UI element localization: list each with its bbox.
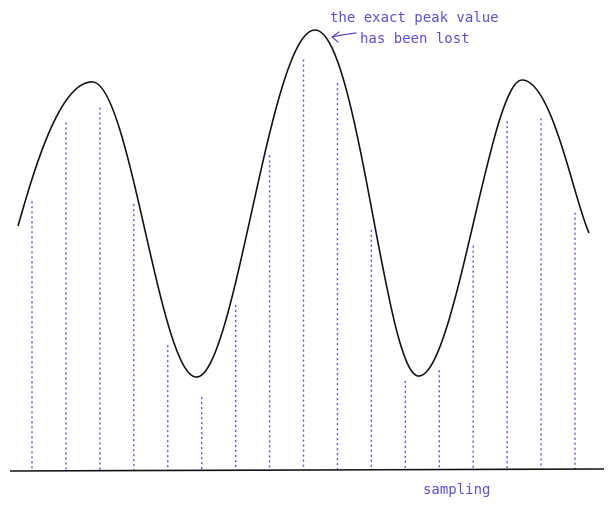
signal-waveform-curve [17,29,590,378]
sample-lines-group [31,59,576,470]
peak-annotation-line-2: has been lost [360,31,470,47]
peak-annotation-line-1: the exact peak value [330,10,499,26]
curved-arrow-left-icon [331,31,357,43]
time-axis-baseline [9,468,605,472]
sampling-label: sampling [423,482,491,498]
